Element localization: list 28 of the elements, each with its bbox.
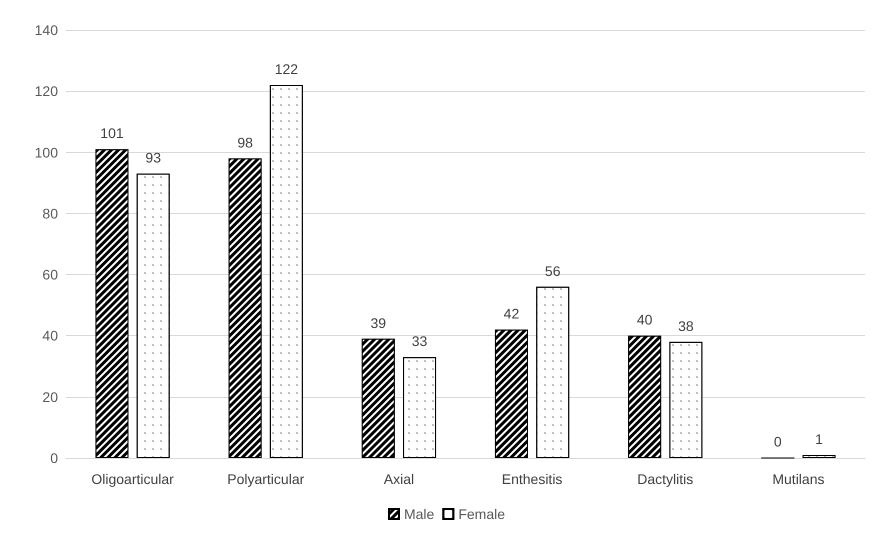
x-tick-label: Polyarticular: [227, 471, 305, 487]
y-tick-label: 140: [34, 22, 58, 38]
x-tick-label: Dactylitis: [637, 471, 694, 487]
y-tick-label: 120: [34, 83, 58, 100]
data-label: 98: [237, 134, 254, 150]
legend-label: Male: [404, 506, 435, 522]
y-tick-label: 20: [42, 388, 58, 405]
data-label: 93: [145, 150, 162, 166]
x-tick-label: Enthesitis: [502, 471, 562, 487]
data-label: 101: [100, 125, 124, 142]
data-label: 1: [815, 430, 824, 447]
y-tick-label: 40: [42, 328, 58, 344]
data-label: 40: [636, 312, 653, 328]
legend-label: Female: [458, 506, 506, 522]
x-tick-label: Mutilans: [772, 471, 824, 487]
y-tick-label: 0: [50, 450, 58, 466]
data-label: 0: [774, 434, 782, 450]
data-label: 33: [412, 333, 428, 350]
x-tick-label: Axial: [384, 471, 414, 487]
y-tick-label: 80: [42, 205, 58, 222]
data-label: 122: [274, 61, 298, 78]
y-tick-label: 100: [34, 144, 58, 160]
x-tick-label: Oligoarticular: [91, 471, 174, 487]
data-label: 56: [544, 262, 561, 279]
y-tick-label: 60: [42, 266, 58, 283]
data-label: 38: [678, 318, 694, 334]
data-label: 42: [504, 306, 520, 322]
data-label: 39: [370, 314, 386, 331]
